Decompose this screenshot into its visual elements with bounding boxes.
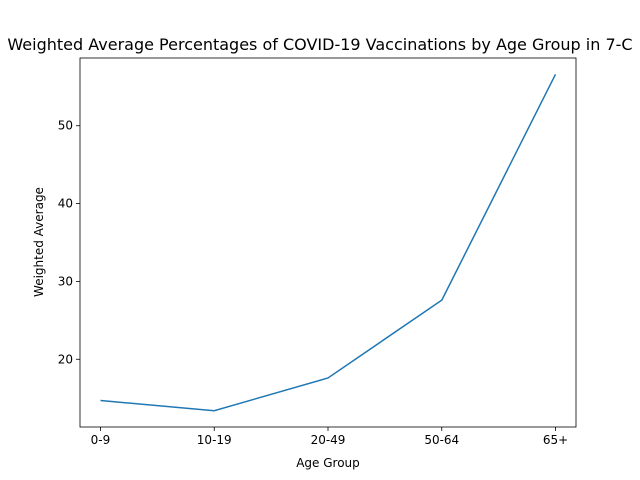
x-tick-label: 10-19 [197,433,232,447]
y-tick-label: 30 [58,274,73,288]
x-axis: 0-9 10-19 20-49 50-64 65+ [91,427,568,447]
x-tick-label: 65+ [543,433,568,447]
x-tick-label: 0-9 [91,433,111,447]
y-axis: 20 30 40 50 [58,119,80,366]
chart-title: Weighted Average Percentages of COVID-19… [7,35,632,54]
x-tick-label: 50-64 [424,433,459,447]
series-line-0 [100,73,557,412]
y-tick-label: 50 [58,119,73,133]
x-tick-label: 20-49 [311,433,346,447]
y-tick-label: 40 [58,197,73,211]
plot-area [100,73,557,412]
y-tick-label: 20 [58,352,73,366]
x-axis-label: Age Group [296,456,360,470]
y-axis-label: Weighted Average [32,187,46,297]
